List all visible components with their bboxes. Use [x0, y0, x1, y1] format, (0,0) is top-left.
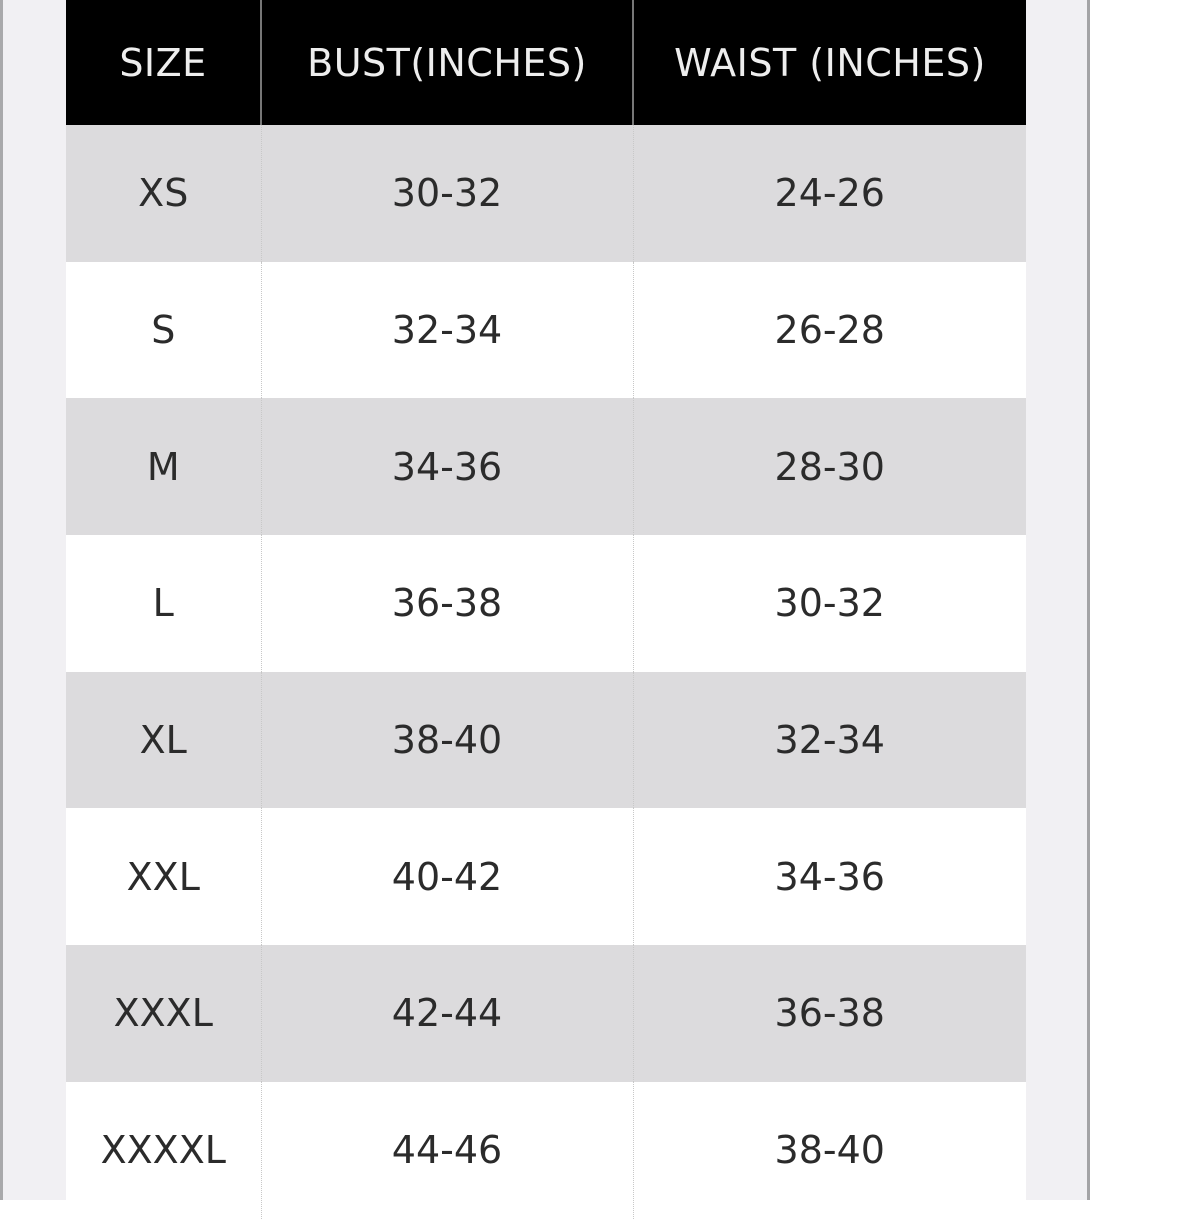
panel-divider [1087, 0, 1090, 1200]
cell-size: L [66, 535, 261, 672]
cell-bust: 32-34 [260, 261, 633, 399]
cell-size: S [66, 261, 261, 399]
cell-size: XS [66, 125, 261, 262]
table-row: XXXL 42-44 36-38 [66, 945, 1026, 1082]
cell-size: XL [66, 671, 261, 809]
size-chart-table: SIZE BUST(INCHES) WAIST (INCHES) XS 30-32… [66, 0, 1026, 1219]
cell-waist: 38-40 [632, 1081, 1026, 1219]
table-row: M 34-36 28-30 [66, 398, 1026, 536]
cell-bust: 38-40 [260, 671, 633, 809]
table-row: XXL 40-42 34-36 [66, 808, 1026, 946]
cell-size: XXL [66, 808, 261, 946]
cell-size: XXXXL [66, 1081, 261, 1219]
header-size: SIZE [66, 0, 261, 125]
table-row: XL 38-40 32-34 [66, 671, 1026, 809]
header-row: SIZE BUST(INCHES) WAIST (INCHES) [66, 0, 1026, 125]
table-row: S 32-34 26-28 [66, 261, 1026, 399]
table-row: L 36-38 30-32 [66, 535, 1026, 672]
cell-bust: 36-38 [260, 535, 633, 672]
cell-bust: 40-42 [260, 808, 633, 946]
cell-bust: 30-32 [260, 125, 633, 262]
cell-size: XXXL [66, 945, 261, 1082]
cell-waist: 32-34 [632, 671, 1026, 809]
cell-waist: 34-36 [632, 808, 1026, 946]
table-row: XXXXL 44-46 38-40 [66, 1081, 1026, 1219]
cell-waist: 36-38 [632, 945, 1026, 1082]
header-waist: WAIST (INCHES) [632, 0, 1026, 125]
cell-waist: 24-26 [632, 125, 1026, 262]
header-bust: BUST(INCHES) [260, 0, 633, 125]
cell-size: M [66, 398, 261, 536]
cell-bust: 34-36 [260, 398, 633, 536]
cell-bust: 44-46 [260, 1081, 633, 1219]
cell-waist: 26-28 [632, 261, 1026, 399]
cell-bust: 42-44 [260, 945, 633, 1082]
cell-waist: 28-30 [632, 398, 1026, 536]
cell-waist: 30-32 [632, 535, 1026, 672]
table-row: XS 30-32 24-26 [66, 125, 1026, 262]
